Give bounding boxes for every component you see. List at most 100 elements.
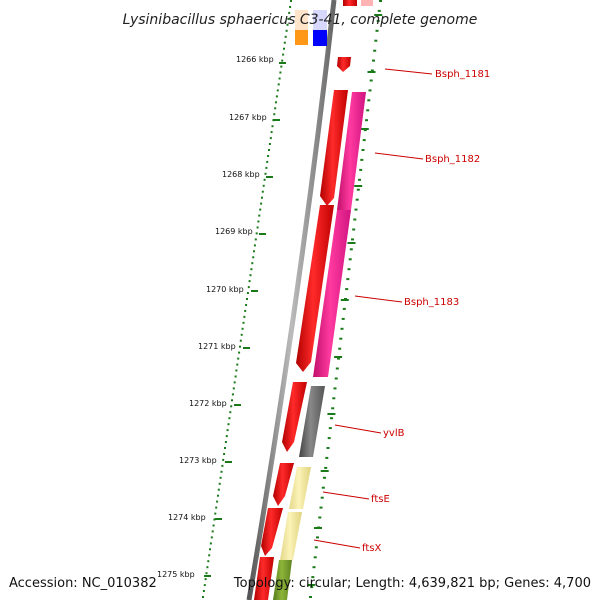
ring-dot (323, 476, 326, 479)
ring-dot (366, 109, 370, 112)
ring-dot (205, 572, 208, 575)
ring-dot (266, 160, 269, 163)
ring-dot (209, 548, 211, 551)
ring-dot (206, 566, 209, 569)
ring-dot (261, 190, 264, 193)
ring-dot (246, 298, 248, 300)
gene-blue-fade (313, 10, 327, 30)
ring-dot (320, 496, 324, 499)
ring-dot (340, 327, 344, 330)
ring-dot (202, 590, 205, 592)
ring-dot (346, 278, 350, 281)
ring-dot (227, 423, 230, 426)
ring-dot (328, 427, 332, 430)
ring-dot (339, 337, 343, 340)
gene-label-bsph-1183: Bsph_1183 (404, 297, 459, 308)
gene-ftse-yellow (289, 467, 311, 509)
ring-dot (251, 262, 254, 265)
ring-dot (278, 77, 281, 80)
ring-dot (214, 512, 217, 515)
ring-dot (362, 139, 366, 142)
tick-ring (202, 0, 292, 598)
tick-label-1274: 1274 kbp (168, 513, 206, 522)
ring-dot (379, 0, 382, 2)
ring-dot (223, 453, 226, 455)
ring-dot (271, 125, 274, 128)
ring-dot (231, 393, 234, 396)
ring-dot (241, 327, 244, 330)
ring-dot (252, 256, 255, 259)
ring-dot (228, 417, 231, 420)
tick-label-1266: 1266 kbp (236, 55, 274, 64)
ring-dot (238, 351, 241, 354)
tick-label-1268: 1268 kbp (222, 170, 260, 179)
ring-dot (363, 129, 367, 132)
gene-ftsx-red (261, 508, 283, 556)
ring-dot (376, 19, 380, 22)
gene-bsph-1181 (337, 57, 351, 72)
gene-label-bsph-1182: Bsph_1182 (425, 154, 480, 165)
ring-dot (212, 524, 215, 527)
gene-label-ftsx: ftsX (362, 543, 381, 554)
ring-dot (282, 53, 285, 56)
accession-text: Accession: NC_010382 (9, 576, 157, 591)
ring-dot (277, 83, 280, 86)
ring-dot (284, 35, 287, 38)
ring-dot (230, 405, 233, 408)
gene-bsph-1183-magenta (313, 210, 351, 377)
ring-dot (316, 536, 319, 539)
gene-bsph-1182-magenta (337, 92, 366, 210)
ring-dot (229, 411, 232, 414)
tick-label-1269: 1269 kbp (215, 227, 253, 236)
ring-dot (360, 158, 364, 161)
ring-dot (287, 17, 290, 20)
gene-labels: Bsph_1181 Bsph_1182 Bsph_1183 yvlB ftsE … (362, 69, 490, 554)
ring-dot (369, 79, 373, 82)
ring-dot (270, 131, 273, 134)
leader-ftse (322, 491, 370, 500)
ring-dot (224, 441, 227, 443)
ring-dot (240, 333, 243, 336)
ring-dot (231, 399, 233, 402)
ring-dot (222, 458, 225, 461)
gene-yvlb-red (282, 382, 307, 452)
gene-leaders (313, 68, 433, 549)
leader-bsph-1183 (354, 295, 403, 303)
ring-dot (253, 250, 255, 253)
ring-dot (333, 387, 337, 390)
gene-features (254, 57, 366, 600)
gene-orange-fade (295, 10, 308, 30)
ring-dot (220, 470, 223, 473)
ring-dot (342, 307, 346, 310)
ring-dot (245, 304, 248, 306)
ring-dot (243, 315, 246, 318)
ring-dot (314, 546, 318, 549)
ring-dot (332, 397, 336, 400)
topology-text: Topology: circular; Length: 4,639,821 bp… (233, 576, 591, 591)
ring-dot (311, 576, 315, 579)
genome-backbone (246, 0, 337, 600)
ring-dot (375, 29, 379, 32)
tick-label-1273: 1273 kbp (179, 456, 217, 465)
ring-dot (367, 99, 371, 102)
ring-dot (248, 280, 251, 283)
tick-label-1272: 1272 kbp (189, 399, 227, 408)
ring-dot (202, 596, 204, 598)
ring-dot (237, 357, 240, 360)
ring-dot (309, 596, 312, 598)
ring-dot (276, 89, 279, 92)
gene-blue-top (313, 30, 327, 46)
ring-dot (211, 530, 214, 533)
ring-dot (247, 286, 250, 289)
ring-dot (254, 238, 257, 241)
ring-dot (321, 486, 325, 489)
ring-dot (217, 488, 220, 491)
gene-ftse-red (273, 463, 294, 506)
ring-dot (289, 6, 292, 8)
ring-dot (242, 321, 245, 324)
ring-dot (249, 274, 252, 277)
gene-bottom-olive (273, 560, 292, 600)
gene-yvlb-grey (299, 386, 325, 457)
ring-dot (345, 288, 349, 291)
ring-dot (258, 214, 261, 217)
